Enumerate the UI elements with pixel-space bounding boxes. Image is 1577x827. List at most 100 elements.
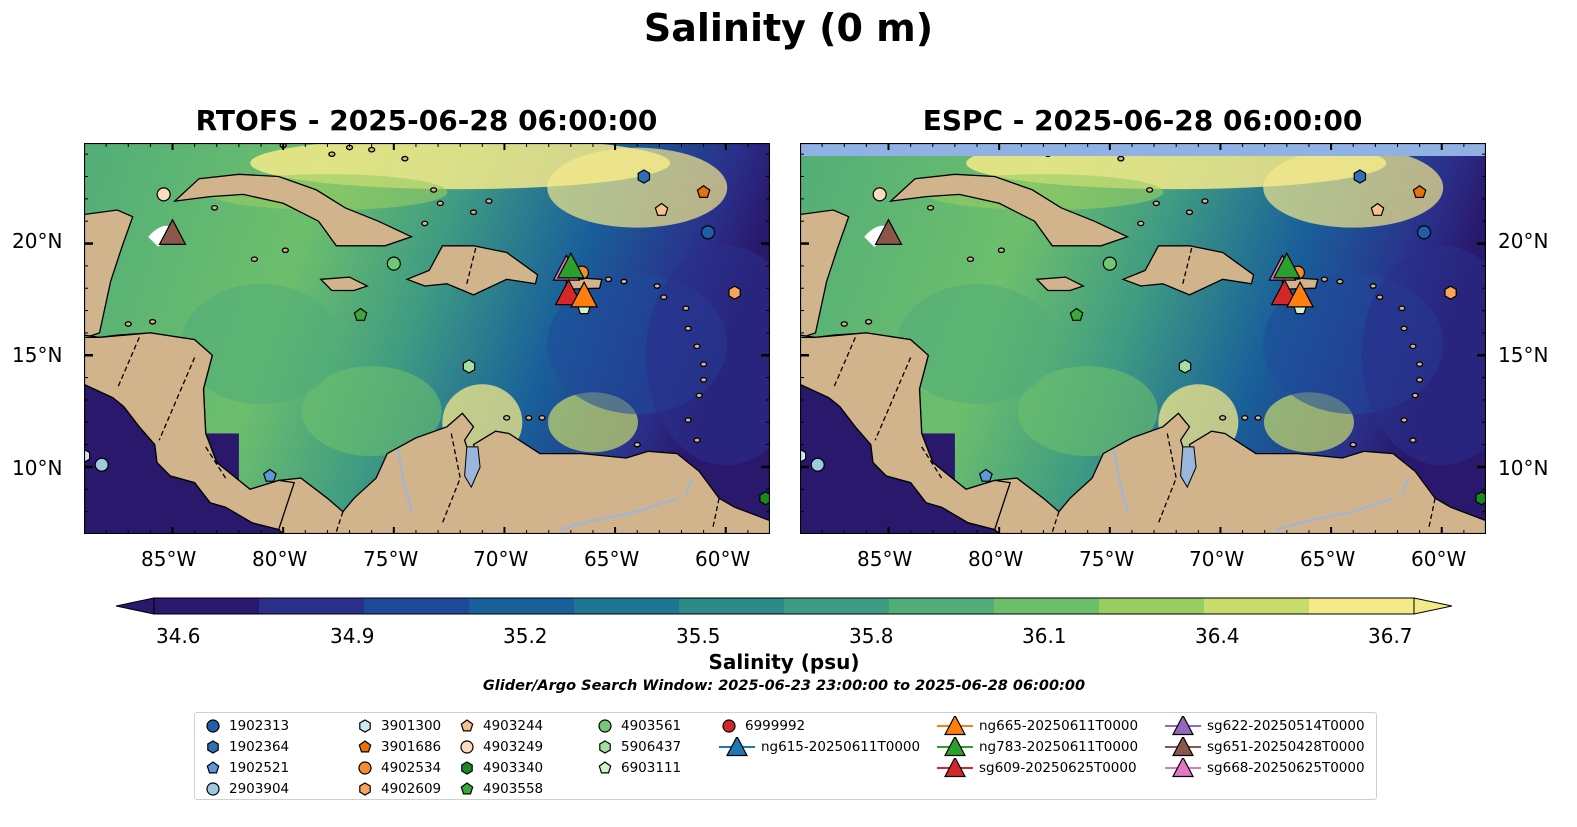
- obs-5906437: [1178, 359, 1192, 374]
- island: [1411, 392, 1419, 399]
- lon-label-60w-right: 60°W: [1411, 547, 1467, 571]
- island: [368, 146, 376, 153]
- obs-4903244: [1370, 202, 1385, 216]
- island: [1349, 441, 1357, 448]
- obs-1902313: [1416, 225, 1432, 240]
- river: [1275, 497, 1394, 531]
- colorbar-segment: [574, 598, 680, 614]
- legend-marker-6903111: [598, 761, 612, 774]
- colorbar-segment: [1099, 598, 1205, 614]
- island: [436, 200, 444, 207]
- legend-item-6999992: 6999992: [719, 716, 805, 736]
- legend-item-4902534: 4902534: [355, 758, 441, 778]
- legend-label: 4903340: [483, 760, 544, 776]
- legend-marker-4903249: [460, 740, 474, 754]
- island: [1400, 417, 1408, 423]
- legend-label: 1902364: [229, 739, 290, 755]
- island: [653, 283, 661, 289]
- legend-label: sg622-20250514T0000: [1207, 718, 1365, 734]
- country-border: [1182, 247, 1193, 284]
- colorbar-tick-364: 36.4: [1195, 624, 1240, 648]
- island: [1409, 437, 1417, 444]
- search-window-text: Glider/Argo Search Window: 2025-06-23 23…: [482, 678, 1086, 694]
- legend-item-2903904: 2903904: [203, 779, 289, 799]
- colorbar-segment: [259, 598, 365, 614]
- lon-label-75w-right: 75°W: [1079, 547, 1135, 571]
- country-border: [466, 247, 477, 284]
- colorbar-segment: [469, 598, 575, 614]
- island: [966, 256, 975, 263]
- island: [401, 155, 409, 162]
- legend-label: 3901300: [381, 718, 442, 734]
- legend-label: 4903561: [621, 718, 682, 734]
- obs-3901300: [84, 448, 91, 463]
- legend-marker-4903340: [461, 761, 473, 775]
- legend-label: 4903244: [483, 718, 544, 734]
- lon-label-65w-left: 65°W: [584, 547, 640, 571]
- colorbar-tick-349: 34.9: [330, 624, 375, 648]
- island: [1369, 283, 1377, 289]
- figure-title: Salinity (0 m): [643, 6, 934, 50]
- lon-label-80w-right: 80°W: [968, 547, 1024, 571]
- legend-marker-5906437: [599, 740, 611, 754]
- lon-label-60w-left: 60°W: [695, 547, 751, 571]
- legend-marker-ng783-20250611T0000: [944, 737, 966, 757]
- obs-4903558: [1069, 307, 1084, 321]
- country-border: [158, 357, 196, 441]
- island: [693, 437, 701, 444]
- legend-item-sg668-20250625T0000: sg668-20250625T0000: [1165, 758, 1365, 778]
- obs-1902364: [637, 169, 651, 184]
- island: [1241, 414, 1249, 421]
- legend-item-4903558: 4903558: [457, 779, 543, 799]
- island: [1336, 278, 1344, 285]
- island: [699, 376, 708, 383]
- legend-marker-6999992: [722, 719, 736, 733]
- map-frame: [84, 143, 770, 534]
- island: [633, 441, 641, 448]
- island: [926, 204, 935, 211]
- colorbar-max-extend: [1413, 597, 1452, 615]
- country-border: [1051, 511, 1060, 533]
- island: [684, 417, 692, 423]
- island: [148, 318, 157, 325]
- land-jamaica: [319, 276, 369, 292]
- island: [1415, 376, 1424, 383]
- legend-marker-1902364: [207, 740, 219, 754]
- legend-label: 4903558: [483, 781, 544, 797]
- legend-item-3901686: 3901686: [355, 737, 441, 757]
- colorbar-label: Salinity (psu): [708, 650, 860, 674]
- obs-2903904: [94, 457, 109, 472]
- island: [124, 321, 132, 327]
- colorbar-segment: [1204, 598, 1310, 614]
- legend-item-6903111: 6903111: [595, 758, 681, 778]
- river: [1400, 477, 1410, 495]
- legend-marker-3901300: [359, 719, 371, 733]
- legend-marker-3901686: [358, 740, 372, 753]
- island: [250, 256, 259, 263]
- lat-label-15n-left: 15°N: [12, 343, 63, 367]
- legend-marker-sg622-20250514T0000: [1172, 716, 1194, 736]
- colorbar-segment: [364, 598, 470, 614]
- island: [1137, 220, 1145, 227]
- lake-maracaibo: [464, 446, 481, 489]
- colorbar-segment: [994, 598, 1100, 614]
- legend-item-3901300: 3901300: [355, 716, 441, 736]
- legend-label: 4902534: [381, 760, 442, 776]
- legend-marker-1902313: [206, 719, 220, 733]
- legend-item-1902364: 1902364: [203, 737, 289, 757]
- island: [503, 414, 511, 421]
- rtofs-salinity-map: [84, 143, 770, 534]
- lon-label-85w-left: 85°W: [141, 547, 197, 571]
- legend-label: ng783-20250611T0000: [979, 739, 1139, 755]
- obs-3901686: [696, 184, 711, 199]
- missing-data-band: [800, 143, 1486, 156]
- legend-marker-ng665-20250611T0000: [944, 716, 966, 736]
- lat-label-20n-left: 20°N: [12, 229, 63, 253]
- island: [695, 392, 703, 399]
- rtofs-panel-title: RTOFS - 2025-06-28 06:00:00: [195, 104, 658, 137]
- legend-item-4903249: 4903249: [457, 737, 543, 757]
- colorbar-segment: [154, 598, 260, 614]
- legend-label: 4902609: [381, 781, 442, 797]
- obs-4903249: [156, 187, 171, 202]
- legend-label: sg609-20250625T0000: [979, 760, 1137, 776]
